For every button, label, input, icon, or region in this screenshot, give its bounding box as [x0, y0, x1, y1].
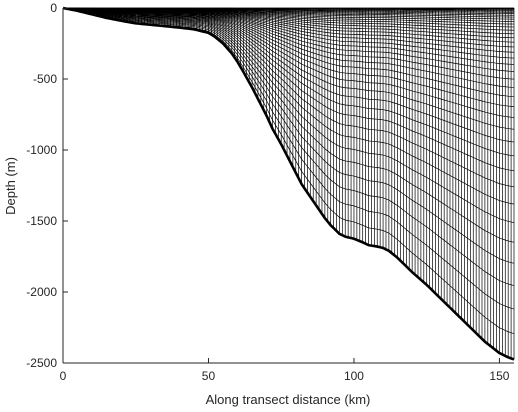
y-tick-label: -2000: [26, 285, 57, 299]
sigma-level-line: [62, 7, 515, 360]
x-tick-label: 100: [344, 369, 364, 383]
sigma-level-line: [62, 7, 515, 335]
sigma-level-line: [62, 7, 515, 88]
sigma-level-line: [62, 7, 515, 243]
y-tick-label: -1000: [26, 143, 57, 157]
sigma-level-line: [62, 7, 515, 264]
sigma-level-line: [62, 7, 515, 80]
sigma-level-line: [62, 7, 515, 98]
y-tick-label: -500: [33, 72, 57, 86]
y-tick-label: 0: [50, 1, 57, 15]
sigma-level-line: [62, 7, 515, 143]
x-tick-label: 50: [202, 369, 216, 383]
x-axis-ticks: 0 50 100 150: [60, 358, 510, 383]
sigma-level-line: [62, 7, 515, 286]
sigma-level-line: [62, 7, 515, 72]
vertical-grid-mesh: [62, 7, 515, 360]
sigma-level-line: [62, 7, 515, 130]
sigma-level-line: [62, 7, 515, 107]
sigma-level-line: [62, 7, 515, 118]
sigma-level-line: [62, 7, 515, 310]
y-tick-label: -2500: [26, 356, 57, 370]
x-tick-label: 150: [489, 369, 509, 383]
x-tick-label: 0: [60, 369, 67, 383]
y-tick-label: -1500: [26, 214, 57, 228]
sigma-level-line: [62, 7, 515, 188]
sigma-level-line: [62, 7, 515, 172]
x-axis-label: Along transect distance (km): [206, 392, 371, 407]
bathymetry-line: [62, 6, 515, 361]
sigma-level-line: [62, 7, 515, 223]
sigma-level-line: [62, 7, 515, 157]
sigma-level-line: [62, 7, 515, 205]
y-axis-label: Depth (m): [3, 157, 18, 215]
y-axis-ticks: 0 -500 -1000 -1500 -2000 -2500: [26, 1, 68, 370]
